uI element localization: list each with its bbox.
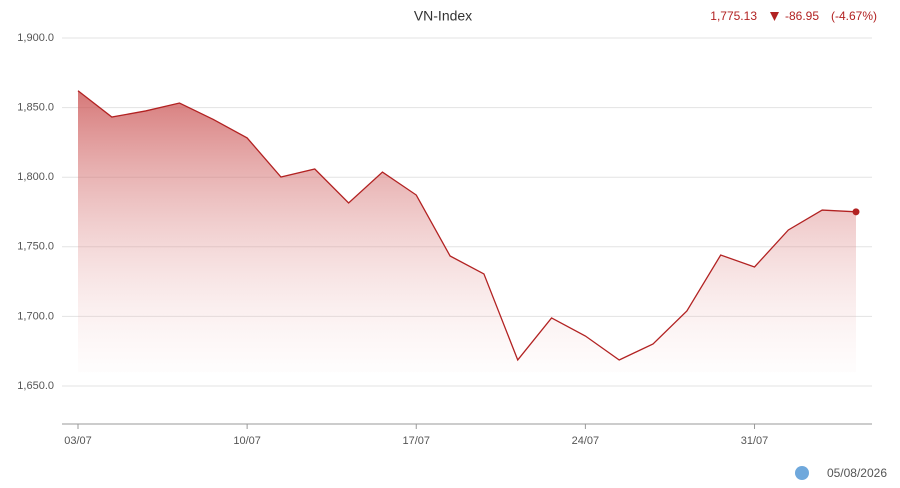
last-point bbox=[852, 208, 860, 216]
change-percent: (-4.67%) bbox=[831, 9, 877, 23]
x-tick-label: 10/07 bbox=[233, 435, 261, 447]
y-tick-label: 1,850.0 bbox=[17, 102, 54, 114]
line bbox=[77, 90, 857, 362]
chart-title: VN-Index bbox=[414, 8, 472, 24]
change: -86.95 bbox=[785, 9, 819, 23]
y-tick-label: 1,700.0 bbox=[17, 310, 54, 322]
plot: 1,650.0 1,700.0 1,750.0 1,800.0 1,850.0 1,900… bbox=[17, 32, 872, 447]
y-tick-label: 1,750.0 bbox=[17, 241, 54, 253]
x-tick-label: 03/07 bbox=[64, 435, 92, 447]
y-tick-label: 1,900.0 bbox=[17, 32, 54, 44]
x-tick-label: 31/07 bbox=[741, 435, 769, 447]
y-tick-label: 1,650.0 bbox=[17, 380, 54, 392]
down-arrow-icon bbox=[770, 12, 779, 21]
y-tick-label: 1,800.0 bbox=[17, 171, 54, 183]
x-tick-label: 17/07 bbox=[402, 435, 430, 447]
date-label: 05/08/2026 bbox=[827, 466, 887, 480]
globe-icon bbox=[795, 466, 809, 480]
x-tick-label: 24/07 bbox=[572, 435, 600, 447]
area-fill bbox=[78, 90, 856, 373]
last-value: 1,775.13 bbox=[710, 9, 757, 23]
